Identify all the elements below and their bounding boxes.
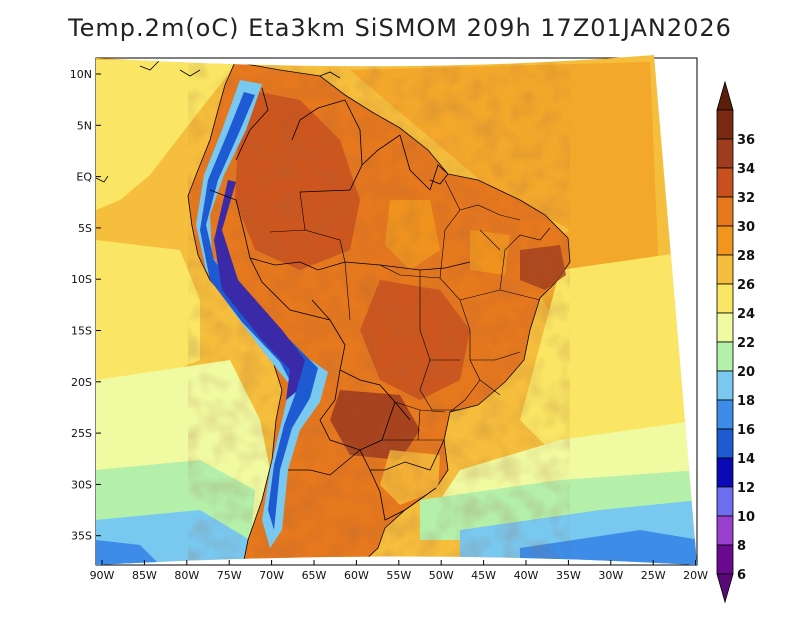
longitude-label: 65W [302, 569, 327, 582]
colorbar-tick-label: 20 [737, 365, 755, 380]
coastline-detail [96, 59, 449, 185]
latitude-label: 35S [71, 530, 92, 543]
colorbar-swatch [716, 225, 734, 256]
colorbar-swatch [716, 196, 734, 227]
latitude-label: EQ [76, 171, 92, 184]
colorbar-tick-label: 18 [737, 394, 755, 409]
latitude-label: 5S [78, 222, 92, 235]
andes-cool-band [196, 80, 328, 548]
colorbar-swatch [716, 254, 734, 285]
latitude-label: 30S [71, 478, 92, 491]
latitude-axis [96, 73, 101, 537]
map-title: Temp.2m(oC) Eta3km SiSMOM 209h 17Z01JAN2… [68, 14, 732, 42]
colorbar-swatch [716, 515, 734, 546]
longitude-label: 75W [217, 569, 242, 582]
ocean-warm-field [350, 62, 660, 330]
ocean-deep-blue-field [96, 530, 697, 565]
longitude-label: 90W [90, 569, 115, 582]
longitude-label: 40W [514, 569, 539, 582]
state-borders [269, 179, 551, 441]
latitude-label: 20S [71, 376, 92, 389]
colorbar-tick-label: 6 [737, 568, 746, 583]
colorbar-swatch [716, 138, 734, 169]
colorbar: 6 8 10 12 14 16 18 20 22 24 26 28 30 32 34 36 [716, 80, 755, 604]
longitude-label: 80W [174, 569, 199, 582]
latitude-label: 15S [71, 325, 92, 338]
colorbar-tick-label: 12 [737, 481, 755, 496]
colorbar-tick-label: 16 [737, 423, 755, 438]
colorbar-tick-label: 22 [737, 336, 755, 351]
colorbar-swatch [716, 167, 734, 198]
colorbar-swatch [716, 312, 734, 343]
colorbar-tick-label: 34 [737, 162, 755, 177]
longitude-label: 55W [386, 569, 411, 582]
longitude-label: 50W [429, 569, 454, 582]
country-borders [209, 87, 471, 521]
colorbar-swatch [716, 399, 734, 430]
colorbar-swatch [716, 341, 734, 372]
latitude-label: 5N [77, 119, 92, 132]
latitude-label: 25S [71, 427, 92, 440]
longitude-label: 20W [683, 569, 708, 582]
longitude-label: 25W [641, 569, 666, 582]
latitude-label: 10S [71, 273, 92, 286]
colorbar-tick-label: 14 [737, 452, 755, 467]
longitude-label: 35W [556, 569, 581, 582]
latitude-label: 10N [70, 68, 92, 81]
colorbar-swatch [716, 370, 734, 401]
colorbar-swatch [716, 428, 734, 459]
longitude-axis [101, 560, 697, 565]
colorbar-tick-label: 36 [737, 133, 755, 148]
colorbar-swatch [716, 109, 734, 140]
colorbar-tick-label: 28 [737, 249, 755, 264]
longitude-label: 30W [598, 569, 623, 582]
colorbar-tick-label: 10 [737, 510, 755, 525]
colorbar-swatch [716, 544, 734, 575]
colorbar-under-triangle [716, 573, 734, 604]
longitude-label: 45W [471, 569, 496, 582]
colorbar-tick-label: 30 [737, 220, 755, 235]
longitude-label: 85W [132, 569, 157, 582]
colorbar-tick-label: 8 [737, 539, 746, 554]
colorbar-swatch [716, 486, 734, 517]
colorbar-tick-label: 32 [737, 191, 755, 206]
colorbar-over-triangle [716, 80, 734, 111]
colorbar-tick-label: 26 [737, 278, 755, 293]
longitude-label: 60W [344, 569, 369, 582]
colorbar-tick-label: 24 [737, 307, 755, 322]
colorbar-swatch [716, 457, 734, 488]
colorbar-swatch [716, 283, 734, 314]
andes-coldest-band [214, 180, 305, 400]
longitude-label: 70W [259, 569, 284, 582]
andes-cold-band [200, 92, 318, 530]
ocean-pale-yellow-field [96, 60, 697, 460]
